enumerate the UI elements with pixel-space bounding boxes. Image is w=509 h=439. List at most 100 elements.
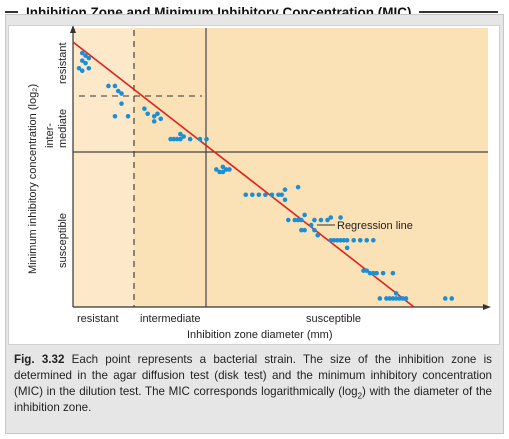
data-point — [151, 114, 157, 119]
data-point — [393, 291, 399, 296]
data-point — [328, 215, 334, 220]
x-category-susceptible: susceptible — [306, 313, 361, 325]
data-point — [328, 237, 334, 243]
data-point — [364, 237, 370, 243]
data-point — [263, 192, 268, 198]
data-point — [380, 270, 386, 276]
data-point — [331, 237, 337, 243]
x-axis-arrow — [483, 304, 491, 310]
x-category-resistant: resistant — [77, 313, 119, 325]
main-zone-bg — [134, 28, 488, 307]
data-point — [178, 136, 183, 142]
y-axis-arrow — [70, 26, 76, 33]
data-point — [243, 192, 249, 198]
data-point — [79, 58, 85, 63]
data-point — [371, 237, 376, 243]
y-category-susceptible: susceptible — [57, 213, 69, 268]
data-point — [106, 83, 111, 89]
data-point — [312, 227, 317, 233]
data-point — [204, 136, 209, 142]
data-point — [367, 270, 373, 276]
data-point — [338, 215, 343, 220]
data-point — [158, 116, 164, 122]
data-point — [292, 217, 298, 223]
y-category-intermediate-line1: inter- — [44, 123, 56, 148]
data-point — [269, 192, 275, 198]
data-point — [155, 111, 160, 117]
figure-caption: Fig. 3.32 Each point represents a bacter… — [14, 352, 492, 416]
data-point — [171, 136, 177, 142]
data-point — [315, 232, 321, 238]
data-point — [295, 217, 301, 223]
data-points — [76, 50, 455, 301]
data-point — [387, 296, 392, 301]
data-point — [187, 136, 193, 142]
plot-panel: Regression line resistant intermediate s… — [8, 25, 500, 345]
data-point — [351, 237, 356, 243]
x-category-intermediate: intermediate — [140, 313, 201, 325]
data-point — [151, 119, 157, 124]
data-point — [86, 55, 92, 61]
data-point — [250, 192, 255, 198]
data-point — [312, 217, 317, 223]
data-point — [403, 296, 409, 301]
data-point — [178, 131, 183, 137]
data-point — [125, 114, 131, 119]
caption-text-sub: 2 — [357, 391, 363, 401]
y-category-intermediate-line2: mediate — [57, 109, 69, 148]
data-point — [325, 217, 330, 223]
data-point — [308, 222, 314, 228]
y-axis-label: Minimum inhibitory concentration (log₂) — [27, 84, 39, 274]
data-point — [217, 169, 222, 175]
caption-text-b: ) with the diameter of the inhibition zo… — [14, 385, 492, 414]
data-point — [86, 65, 92, 71]
data-point — [374, 270, 379, 276]
data-point — [338, 237, 343, 243]
data-point — [449, 296, 455, 301]
data-point — [227, 167, 232, 172]
data-point — [285, 217, 291, 223]
data-point — [145, 111, 150, 117]
data-point — [112, 114, 118, 119]
data-point — [282, 187, 288, 192]
data-point — [384, 296, 389, 301]
data-point — [295, 184, 301, 190]
caption-text-a: Each point represents a bacterial strain… — [14, 353, 492, 398]
data-point — [223, 167, 229, 172]
regression-annotation: Regression line — [337, 220, 413, 232]
data-point — [79, 68, 85, 74]
regression-line — [72, 41, 415, 308]
data-point — [83, 60, 88, 66]
data-point — [400, 296, 406, 301]
data-point — [276, 192, 281, 198]
data-point — [220, 169, 226, 175]
data-point — [299, 217, 304, 223]
data-point — [279, 192, 285, 198]
x-axis-label: Inhibition zone diameter (mm) — [187, 329, 333, 341]
data-point — [256, 192, 262, 198]
data-point — [361, 268, 366, 273]
data-point — [220, 164, 226, 170]
data-point — [76, 65, 82, 71]
data-point — [377, 296, 383, 301]
data-point — [390, 270, 396, 276]
data-point — [318, 217, 324, 223]
data-point — [302, 227, 307, 233]
data-point — [214, 167, 219, 172]
data-point — [390, 296, 396, 301]
data-point — [302, 212, 307, 218]
y-category-resistant: resistant — [57, 42, 69, 84]
data-point — [299, 227, 304, 233]
data-point — [112, 83, 118, 89]
resistant-zone-bg — [73, 28, 134, 307]
data-point — [168, 136, 173, 142]
data-point — [79, 50, 85, 56]
data-point — [357, 237, 363, 243]
data-point — [335, 237, 340, 243]
data-point — [181, 134, 186, 139]
data-point — [344, 237, 350, 243]
data-point — [119, 91, 124, 96]
data-point — [282, 197, 288, 203]
data-point — [397, 296, 402, 301]
data-point — [344, 245, 350, 251]
